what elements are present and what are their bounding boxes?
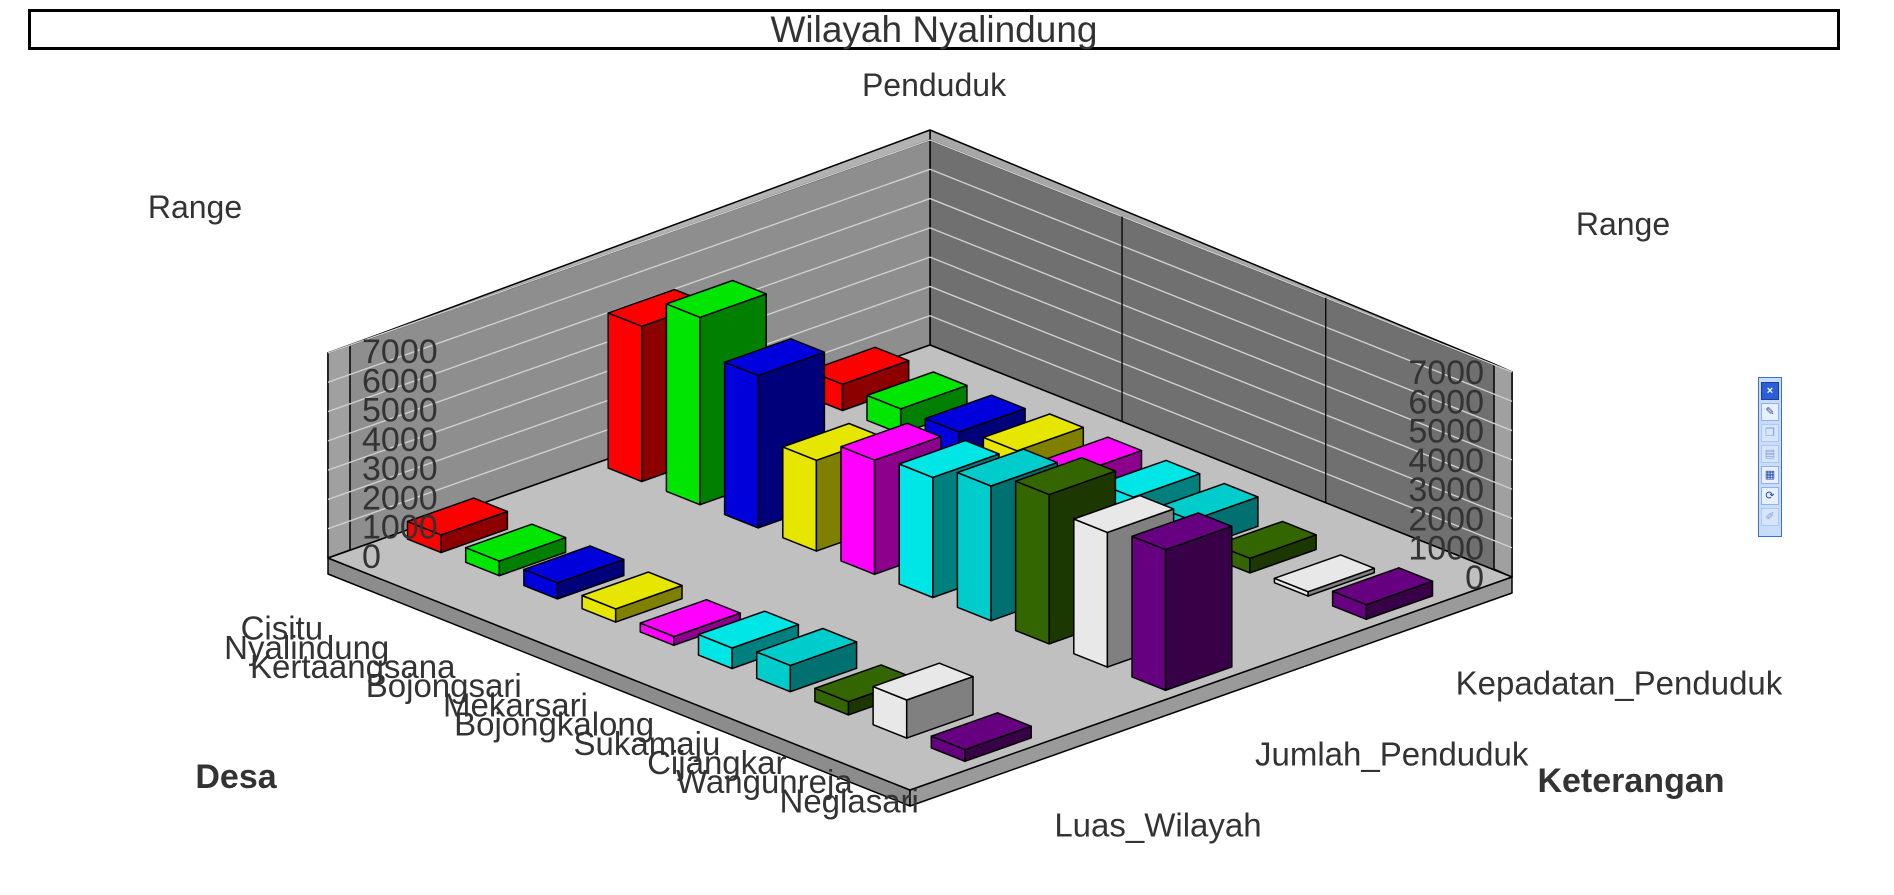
bar-face-side [1164, 525, 1233, 692]
gridline-left [929, 168, 1513, 402]
category-label: Kertaangsana [250, 648, 456, 685]
bar-top [1273, 554, 1376, 593]
bar-top [924, 394, 1026, 433]
y-tick-label-left: 0 [1465, 559, 1484, 597]
bar-top [956, 448, 1058, 487]
bar-top [840, 422, 942, 461]
bar-face-front [1073, 518, 1109, 668]
copy-icon[interactable]: ❐ [1761, 424, 1779, 442]
chart-bars [406, 279, 1434, 763]
category-label: Cijangkar [647, 744, 786, 781]
bar-top [464, 523, 567, 562]
series-label: Jumlah_Penduduk [1255, 736, 1529, 773]
gridline-left [929, 227, 1513, 461]
category-label: Cisitu [241, 610, 324, 647]
y-tick-label-left: 3000 [1408, 471, 1484, 509]
y-tick-label-left: 5000 [1408, 413, 1484, 451]
bar-top [898, 439, 1000, 479]
edit-icon[interactable]: ✐ [1761, 508, 1779, 526]
y-tick-label-left: 6000 [1408, 383, 1484, 421]
series-label: Luas_Wilayah [1054, 807, 1261, 844]
bar-top [406, 497, 509, 536]
gridline-left [929, 285, 1513, 520]
bar-face-front [665, 303, 701, 506]
category-label: Sukamaju [574, 725, 721, 762]
x-axis-label: Desa [195, 758, 277, 796]
y-axis-right-label: Range [1576, 206, 1670, 242]
wall-end-left [1493, 363, 1513, 578]
gridline-left [929, 197, 1513, 432]
bar-top [982, 413, 1085, 452]
bar-face-front [1131, 535, 1167, 692]
refresh-icon[interactable]: ⟳ [1761, 487, 1779, 505]
wizard-icon[interactable]: ✎ [1761, 403, 1779, 421]
chart-labels: Penduduk Range Range Desa Keterangan 00 1… [148, 67, 1783, 844]
bar-face-front [898, 463, 934, 599]
y-tick-label-right: 4000 [362, 421, 438, 459]
bar-top [697, 610, 800, 649]
y-tick-label-left: 7000 [1408, 354, 1484, 392]
y-tick-label-right: 1000 [362, 509, 438, 547]
bar-face-front [1014, 480, 1050, 645]
bar-top [723, 338, 826, 377]
category-label: Nyalindung [224, 629, 389, 666]
chart-title: Wilayah Nyalindung [28, 9, 1840, 50]
gridline-left [929, 315, 1513, 549]
bar-top [872, 662, 974, 701]
bar-top [1014, 456, 1117, 496]
bar-top [581, 571, 683, 610]
y-tick-label-left: 4000 [1408, 442, 1484, 480]
y-tick-label-right: 7000 [362, 333, 438, 371]
category-label: Bojongkalong [454, 706, 654, 743]
y-tick-label-left: 1000 [1408, 530, 1484, 568]
bar-top [1073, 494, 1175, 534]
bar-top [523, 545, 625, 584]
bar-top [665, 279, 767, 319]
category-label: Neglasari [779, 782, 918, 819]
bar-top [1331, 567, 1434, 606]
y-tick-label-right: 2000 [362, 479, 438, 517]
wall-end-right [327, 344, 351, 559]
y-tick-label-right: 6000 [362, 362, 438, 400]
bar-top [1131, 512, 1233, 551]
bar-face-front [840, 445, 876, 576]
export-icon[interactable]: ▦ [1761, 466, 1779, 484]
bar-face-front [607, 312, 643, 483]
chart-mini-toolbar: × ✎ ❐ ▤ ▦ ⟳ ✐ [1758, 377, 1782, 537]
print-icon[interactable]: ▤ [1761, 445, 1779, 463]
gridline-right [327, 168, 931, 383]
y-tick-label-right: 5000 [362, 392, 438, 430]
z-axis-label: Keterangan [1537, 762, 1724, 800]
close-icon[interactable]: × [1761, 382, 1779, 400]
category-label: Wangunreja [676, 763, 853, 800]
bar-top [930, 712, 1032, 751]
bar-top [755, 627, 858, 667]
gridline-right [327, 139, 931, 354]
category-label: Mekarsari [443, 686, 588, 723]
gridline-left [929, 139, 1513, 373]
y-tick-label-right: 3000 [362, 450, 438, 488]
series-label: Kepadatan_Penduduk [1456, 665, 1783, 702]
chart-subtitle: Penduduk [862, 67, 1007, 103]
y-axis-left-label: Range [148, 189, 242, 225]
y-tick-label-right: 0 [362, 538, 381, 576]
gridline-left [929, 256, 1513, 490]
bar-top [866, 371, 968, 410]
bar-top [639, 598, 741, 638]
bar-face-front [782, 446, 818, 552]
category-label: Bojongsari [366, 667, 522, 704]
y-tick-label-left: 2000 [1408, 500, 1484, 538]
bar-face-front [956, 471, 992, 622]
bar-face-front [723, 361, 759, 529]
